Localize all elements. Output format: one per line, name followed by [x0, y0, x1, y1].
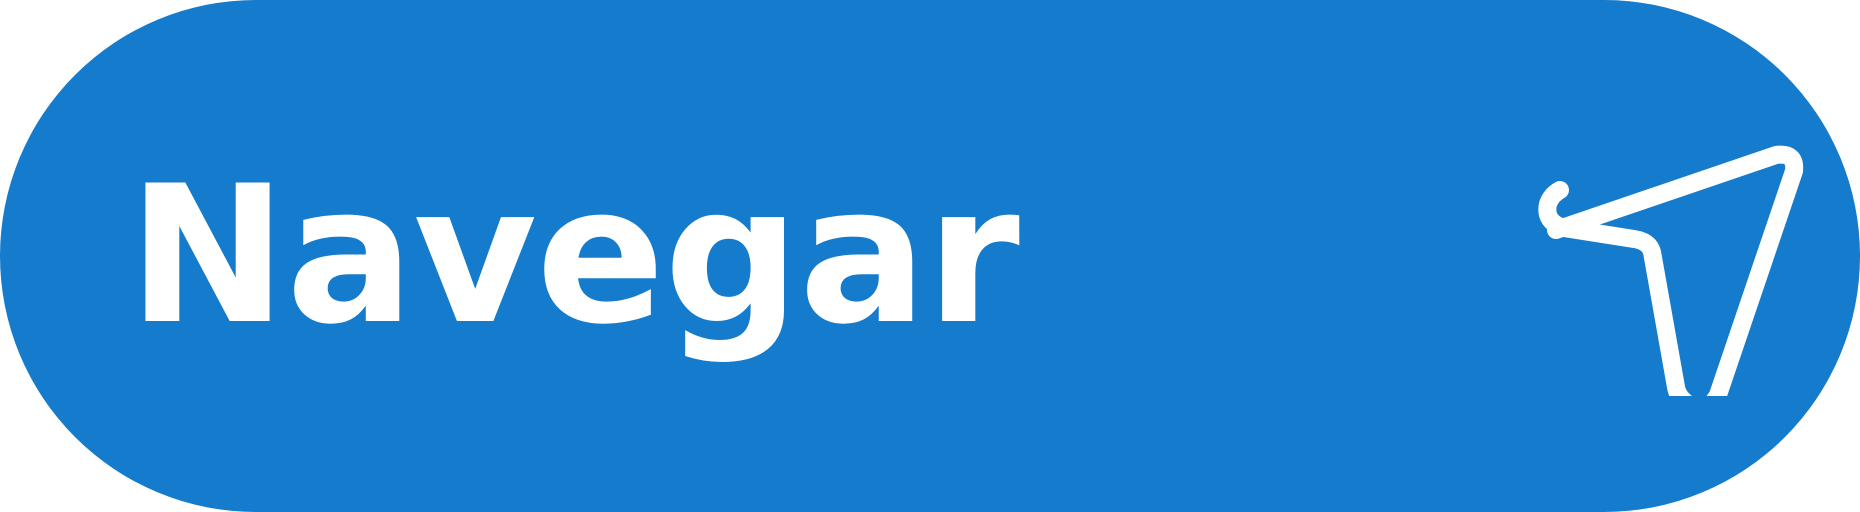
- navigate-button-label: Navegar: [128, 145, 1020, 366]
- navigation-arrow-icon: [1536, 100, 1832, 396]
